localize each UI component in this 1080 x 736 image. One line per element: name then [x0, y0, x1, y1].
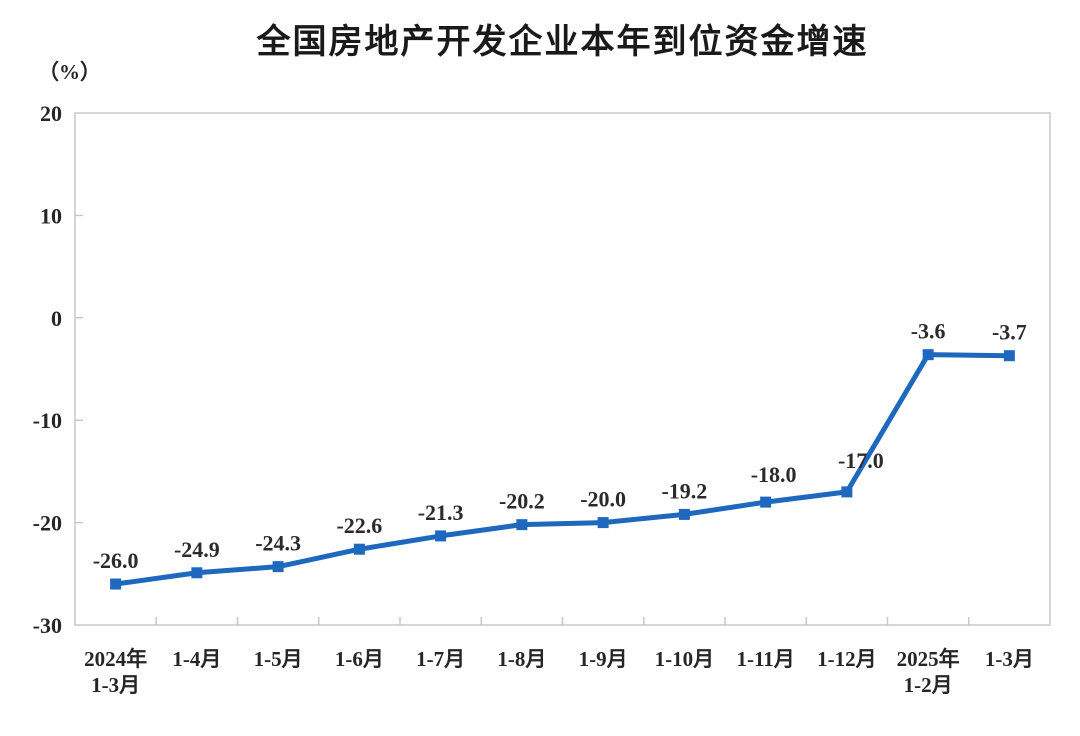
- x-axis-tick-label: 1-8月: [497, 647, 546, 671]
- plot-border: [74, 112, 1051, 626]
- data-point-label: -21.3: [418, 500, 464, 525]
- data-point-label: -22.6: [336, 513, 382, 538]
- y-axis-tick-label: -10: [33, 408, 62, 433]
- data-point-marker: [272, 561, 284, 573]
- data-point-label: -3.6: [911, 319, 946, 344]
- x-axis-tick-label: 1-2月: [904, 673, 953, 697]
- y-axis-tick-label: 0: [51, 306, 62, 331]
- data-point-marker: [760, 496, 772, 508]
- data-point-label: -24.9: [174, 537, 220, 562]
- data-point-marker: [435, 530, 447, 542]
- y-axis-tick-label: 20: [40, 101, 62, 126]
- data-point-label: -26.0: [93, 548, 139, 573]
- x-axis-tick-label: 1-3月: [985, 647, 1034, 671]
- x-axis-tick-label: 1-9月: [579, 647, 628, 671]
- data-point-label: -24.3: [255, 531, 301, 556]
- data-point-marker: [922, 349, 934, 361]
- y-axis-tick-label: -20: [33, 511, 62, 536]
- y-axis-tick-label: -30: [33, 613, 62, 638]
- data-point-label: -20.0: [580, 487, 626, 512]
- data-point-label: -20.2: [499, 489, 545, 514]
- y-axis-unit-label: （%）: [38, 60, 101, 84]
- x-axis-tick-label: 1-4月: [172, 647, 221, 671]
- data-point-label: -18.0: [751, 462, 797, 487]
- data-point-marker: [516, 519, 528, 531]
- x-axis-tick-label: 1-6月: [335, 647, 384, 671]
- x-axis-tick-label: 1-3月: [91, 673, 140, 697]
- data-point-label: -19.2: [661, 478, 707, 503]
- chart-title: 全国房地产开发企业本年到位资金增速: [256, 23, 869, 61]
- x-axis-tick-label: 1-12月: [817, 647, 877, 671]
- data-point-marker: [110, 578, 122, 590]
- y-axis-tick-label: 10: [40, 203, 62, 228]
- data-point-marker: [678, 508, 690, 520]
- x-axis-tick-label: 1-11月: [736, 647, 794, 671]
- data-point-label: -3.7: [992, 320, 1027, 345]
- data-point-marker: [841, 486, 853, 498]
- data-point-marker: [597, 517, 609, 529]
- x-axis-tick-label: 1-10月: [655, 647, 715, 671]
- data-point-label: -17.0: [838, 448, 884, 473]
- data-point-marker: [353, 543, 365, 555]
- data-point-marker: [191, 567, 203, 579]
- data-point-marker: [1003, 350, 1015, 362]
- x-axis-tick-label: 2025年: [897, 647, 960, 671]
- x-axis-tick-label: 1-7月: [416, 647, 465, 671]
- series-line: [113, 352, 1012, 587]
- x-axis-tick-label: 1-5月: [254, 647, 303, 671]
- x-axis-tick-label: 2024年: [84, 647, 147, 671]
